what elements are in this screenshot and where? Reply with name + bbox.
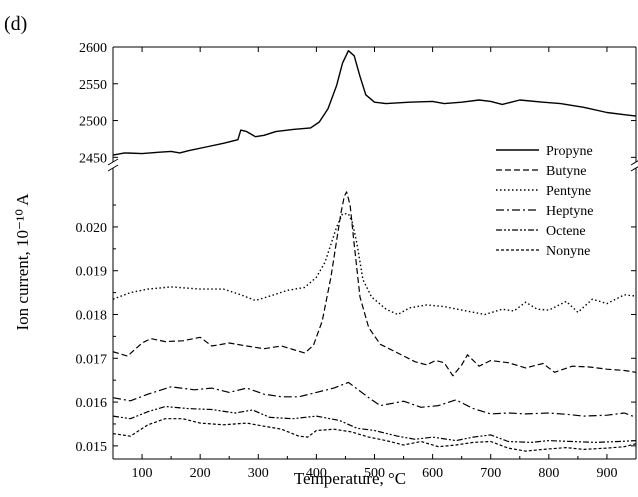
y-tick-label-upper: 2500 (79, 115, 107, 130)
axis-break-mark (630, 166, 638, 172)
ticks-group: 100 200 300 400 500 600 700 800 900 2450 2500 2550 2… (76, 41, 637, 481)
x-tick-label: 600 (422, 466, 443, 481)
y-tick-label-upper: 2600 (79, 41, 107, 56)
legend-label-propyne: Propyne (546, 144, 593, 159)
y-tick-label-lower: 0.017 (76, 352, 108, 367)
y-tick-label-lower: 0.018 (76, 309, 108, 324)
x-tick-label: 300 (248, 466, 269, 481)
y-tick-label-upper: 2550 (79, 78, 107, 93)
series-line-heptyne (113, 381, 636, 418)
legend-label-butyne: Butyne (546, 164, 586, 179)
axis-break-mark (107, 158, 119, 166)
series-line-octene (113, 405, 636, 443)
y-axis-label: Ion current, 10⁻¹⁰ A (13, 193, 32, 331)
y-tick-label-lower: 0.016 (76, 396, 108, 411)
series-line-propyne (113, 50, 636, 156)
legend-label-pentyne: Pentyne (546, 184, 591, 199)
axis-break-mark (630, 160, 638, 166)
series-group (113, 50, 636, 452)
x-tick-label: 200 (190, 466, 211, 481)
x-tick-label: 900 (596, 466, 617, 481)
y-tick-label-lower: 0.015 (76, 440, 108, 455)
legend-label-nonyne: Nonyne (546, 244, 590, 259)
panel-label: (d) (4, 13, 27, 35)
x-tick-label: 700 (480, 466, 501, 481)
y-tick-label-lower: 0.019 (76, 265, 108, 280)
x-tick-label: 800 (538, 466, 559, 481)
y-tick-label-lower: 0.020 (76, 221, 108, 236)
series-line-butyne (113, 191, 636, 377)
legend-label-heptyne: Heptyne (546, 204, 593, 219)
y-tick-label-upper: 2450 (79, 151, 107, 166)
x-tick-label: 400 (306, 466, 327, 481)
x-tick-label: 500 (364, 466, 385, 481)
legend-label-octene: Octene (546, 224, 586, 239)
legend: Propyne Butyne Pentyne Heptyne Octene Nonyne (496, 144, 593, 259)
series-line-nonyne (113, 418, 636, 452)
x-tick-label: 100 (132, 466, 153, 481)
x-axis-label: Temperature, °C (294, 469, 406, 488)
axis-break-mark (107, 164, 119, 172)
